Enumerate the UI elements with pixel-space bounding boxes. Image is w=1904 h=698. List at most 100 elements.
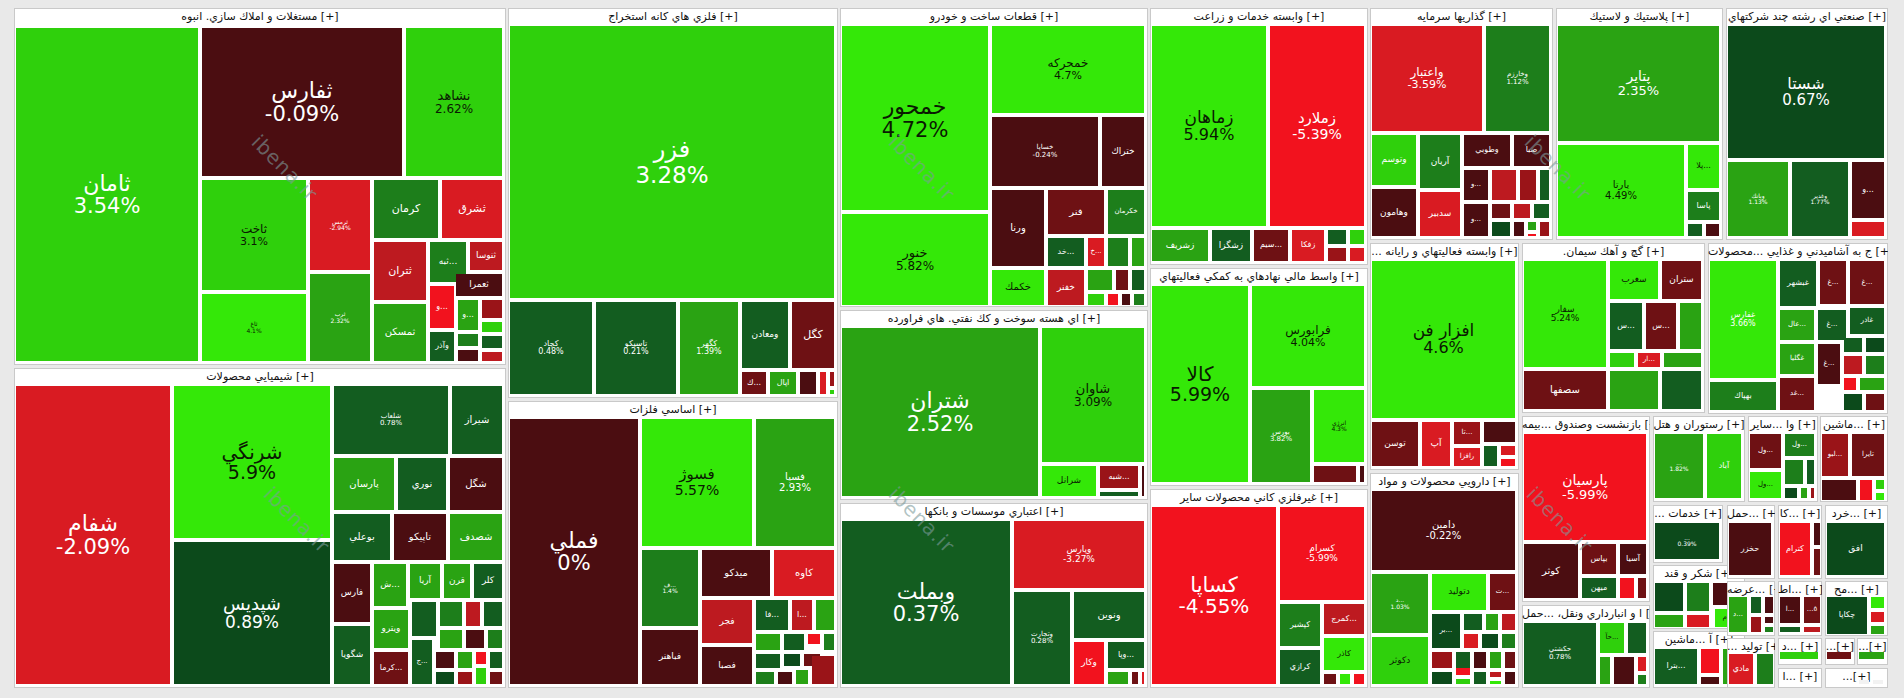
stock-tile[interactable]: كرازي [1280, 650, 1320, 684]
filler-tile[interactable] [458, 672, 472, 684]
filler-tile[interactable] [466, 602, 480, 626]
stock-tile[interactable]: مادي [1729, 654, 1753, 684]
filler-tile[interactable] [1701, 677, 1719, 684]
filler-tile[interactable] [1655, 615, 1683, 627]
sector-header[interactable]: خودرو و ساخت قطعات [+] [840, 8, 1148, 26]
stock-tile[interactable]: ثامان3.54% [16, 28, 198, 361]
stock-tile[interactable]: شستا0.67% [1728, 26, 1884, 158]
stock-tile[interactable]: بوعلي [334, 514, 390, 560]
stock-tile[interactable]: ...1.82% [1655, 434, 1703, 498]
stock-tile[interactable]: شرانل [1042, 466, 1096, 496]
sector-header[interactable]: ...ساير وا [+] [1748, 416, 1818, 434]
stock-tile[interactable]: غبشهر [1780, 261, 1816, 306]
stock-tile[interactable]: كالا5.99% [1152, 286, 1248, 482]
stock-tile[interactable]: ...پلا [1688, 145, 1719, 188]
filler-tile[interactable] [1859, 652, 1884, 659]
filler-tile[interactable] [1871, 597, 1884, 608]
stock-tile[interactable]: ...كمرج [1324, 604, 1364, 634]
stock-tile[interactable]: ...ول [1785, 434, 1814, 456]
stock-tile[interactable]: كسرام-5.99% [1280, 507, 1364, 600]
filler-tile[interactable] [1664, 353, 1701, 367]
stock-tile[interactable]: ...و [458, 300, 478, 330]
stock-tile[interactable]: فسپا2.93% [756, 419, 834, 546]
stock-tile[interactable]: فملي0% [510, 419, 638, 684]
stock-tile[interactable]: ...و [1464, 170, 1488, 200]
filler-tile[interactable] [1464, 634, 1478, 648]
filler-tile[interactable] [1314, 466, 1356, 482]
filler-tile[interactable] [1502, 634, 1515, 648]
stock-tile[interactable]: فباهنر [642, 630, 698, 684]
filler-tile[interactable] [1844, 356, 1862, 374]
filler-tile[interactable] [796, 670, 808, 684]
stock-tile[interactable]: كلر [474, 564, 502, 598]
stock-tile[interactable]: زشريف [1152, 230, 1208, 261]
filler-tile[interactable] [1655, 583, 1683, 611]
stock-tile[interactable]: ميدكو [702, 550, 770, 596]
filler-tile[interactable] [756, 672, 774, 684]
stock-tile[interactable]: كترام [1780, 523, 1810, 575]
filler-tile[interactable] [1600, 657, 1610, 684]
filler-tile[interactable] [440, 602, 462, 626]
filler-tile[interactable] [812, 656, 834, 684]
stock-tile[interactable]: ...غ [1818, 344, 1840, 384]
filler-tile[interactable] [808, 634, 820, 644]
filler-tile[interactable] [1432, 672, 1452, 684]
stock-tile[interactable]: ثعمرا [456, 274, 502, 296]
sector-header[interactable]: سيمان. آهك و گچ [+] [1522, 243, 1705, 261]
stock-tile[interactable]: ...ش [374, 564, 406, 606]
stock-tile[interactable]: غاذر [1850, 308, 1884, 334]
sector-header[interactable]: بانكها و موسسات اعتباري [+] [840, 503, 1148, 521]
filler-tile[interactable] [1638, 578, 1646, 598]
filler-tile[interactable] [1350, 230, 1364, 244]
filler-tile[interactable] [1502, 614, 1515, 630]
filler-tile[interactable] [488, 630, 502, 648]
filler-tile[interactable] [1340, 674, 1350, 684]
sector-header[interactable]: محصولات شيميايي [+] [14, 368, 506, 386]
filler-tile[interactable] [1505, 672, 1515, 684]
filler-tile[interactable] [1610, 371, 1658, 409]
stock-tile[interactable]: شلعاب0.78% [334, 386, 448, 454]
stock-tile[interactable]: ثرمس-2.94% [310, 180, 370, 270]
filler-tile[interactable] [482, 322, 502, 332]
stock-tile[interactable]: تاپيكو [394, 514, 446, 560]
stock-tile[interactable]: شصدف [450, 514, 502, 560]
filler-tile[interactable] [1876, 480, 1884, 489]
stock-tile[interactable]: ونوين [1074, 592, 1144, 638]
filler-tile[interactable] [1456, 652, 1470, 668]
filler-tile[interactable] [756, 654, 780, 668]
filler-tile[interactable] [1354, 674, 1364, 684]
filler-tile[interactable] [1122, 294, 1130, 305]
stock-tile[interactable]: دامين-0.22% [1372, 491, 1515, 570]
filler-tile[interactable] [1132, 270, 1144, 290]
stock-tile[interactable]: ...س [1646, 303, 1676, 349]
sector-header[interactable]: ...ماشين [+] [1820, 416, 1888, 434]
filler-tile[interactable] [1859, 680, 1869, 684]
stock-tile[interactable]: ...ار [1638, 353, 1660, 367]
filler-tile[interactable] [1540, 170, 1549, 200]
filler-tile[interactable] [1765, 617, 1773, 623]
filler-tile[interactable] [1765, 597, 1773, 613]
stock-tile[interactable]: شيراز [452, 386, 502, 454]
stock-tile[interactable]: ...د1.03% [1372, 574, 1428, 633]
stock-tile[interactable]: ستران [1662, 261, 1701, 299]
stock-tile[interactable]: ...ا [1780, 597, 1800, 623]
sector-header[interactable]: هتل و رستوران [+] [1653, 416, 1745, 434]
filler-tile[interactable] [1534, 204, 1549, 218]
filler-tile[interactable] [1620, 578, 1634, 598]
filler-tile[interactable] [1528, 234, 1536, 236]
stock-tile[interactable]: پتاير2.35% [1558, 26, 1719, 141]
filler-tile[interactable] [1804, 627, 1820, 632]
filler-tile[interactable] [1132, 238, 1144, 266]
stock-tile[interactable]: چكاپا [1827, 597, 1867, 634]
filler-tile[interactable] [1866, 394, 1884, 410]
stock-tile[interactable]: زفكا [1292, 230, 1324, 261]
stock-tile[interactable]: رافزا [1454, 448, 1480, 466]
stock-tile[interactable]: كوثر [1524, 544, 1578, 598]
stock-tile[interactable]: ثنوسا [470, 242, 502, 270]
stock-tile[interactable]: فسوژ5.57% [642, 419, 752, 546]
stock-tile[interactable]: خمحور4.72% [842, 26, 988, 210]
stock-tile[interactable]: پاسا [1688, 192, 1719, 220]
filler-tile[interactable] [1456, 679, 1470, 684]
stock-tile[interactable]: ...سيم [1254, 230, 1288, 261]
filler-tile[interactable] [830, 390, 834, 394]
